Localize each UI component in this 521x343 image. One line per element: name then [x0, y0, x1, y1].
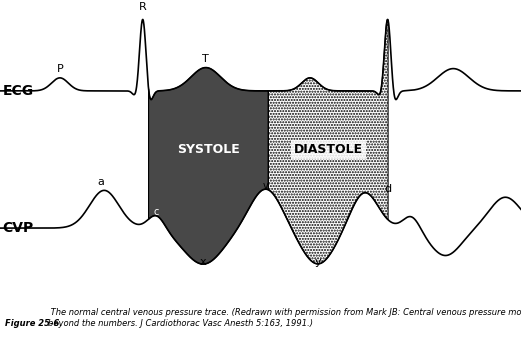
Text: d: d — [384, 184, 392, 194]
Text: Figure 25-6.: Figure 25-6. — [5, 319, 63, 328]
Text: c: c — [154, 207, 159, 217]
Polygon shape — [148, 68, 268, 264]
Text: R: R — [139, 2, 146, 12]
Text: ECG: ECG — [3, 84, 34, 98]
Text: The normal central venous pressure trace. (Redrawn with permission from Mark JB:: The normal central venous pressure trace… — [48, 308, 521, 328]
Polygon shape — [268, 20, 388, 264]
Text: y: y — [315, 257, 321, 267]
Text: x: x — [200, 257, 206, 267]
Text: DIASTOLE: DIASTOLE — [294, 143, 363, 156]
Text: T: T — [203, 54, 209, 64]
Text: CVP: CVP — [3, 221, 34, 235]
Text: P: P — [57, 64, 63, 74]
Text: v: v — [263, 181, 269, 191]
Text: a: a — [97, 177, 105, 187]
Text: SYSTOLE: SYSTOLE — [177, 143, 240, 156]
